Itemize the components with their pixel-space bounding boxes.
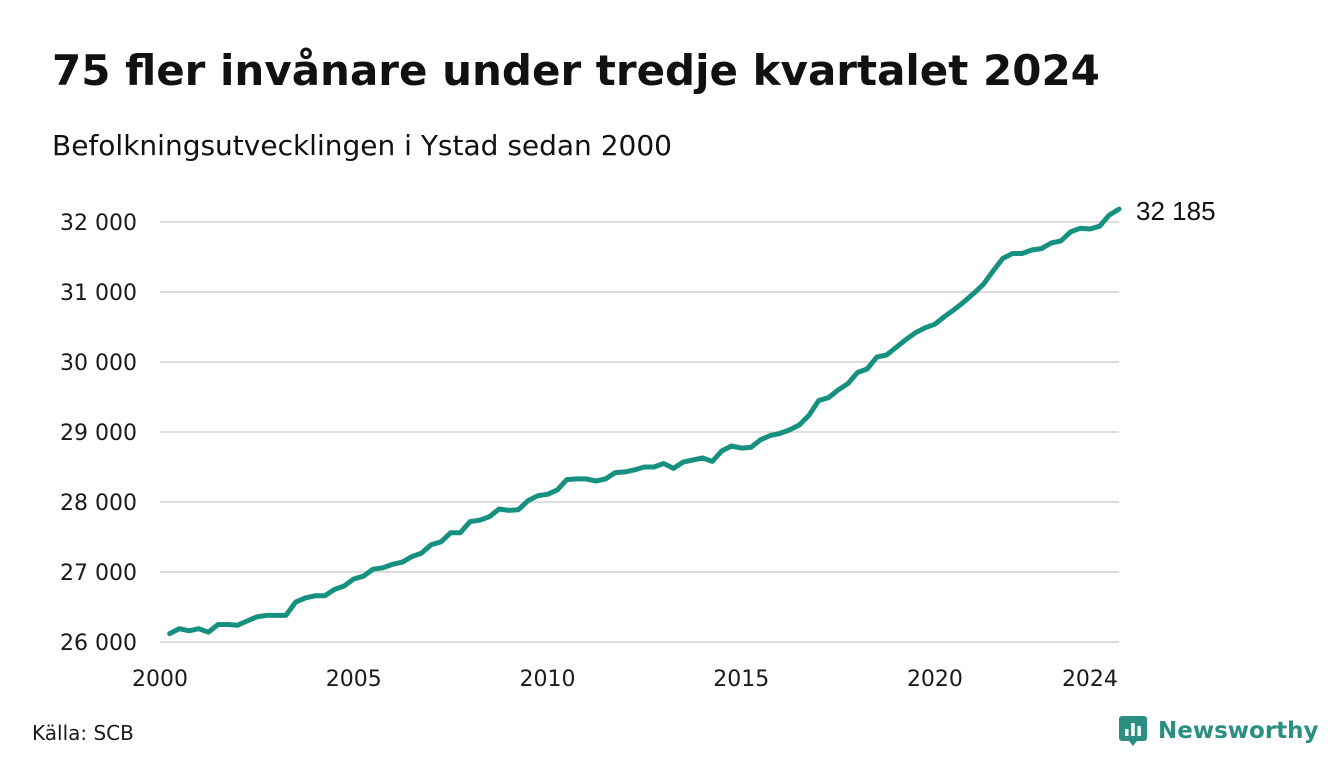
- newsworthy-logo-icon: [1119, 716, 1147, 746]
- x-tick-label: 2005: [326, 667, 382, 692]
- x-tick-label: 2010: [519, 667, 575, 692]
- y-tick-label: 30 000: [60, 351, 137, 376]
- y-axis-tick-labels: 26 000 27 000 28 000 29 000 30 000 31 000 32 0…: [60, 211, 137, 656]
- chart-subtitle: Befolkningsutvecklingen i Ystad sedan 20…: [52, 129, 672, 162]
- newsworthy-logo-text: Newsworthy: [1158, 718, 1319, 744]
- x-tick-label: 2015: [713, 667, 769, 692]
- y-tick-label: 26 000: [60, 631, 137, 656]
- last-value-label: 32 185: [1136, 196, 1216, 226]
- source-label: Källa: SCB: [32, 721, 134, 745]
- y-tick-label: 29 000: [60, 421, 137, 446]
- chart-title: 75 fler invånare under tredje kvartalet …: [52, 46, 1100, 95]
- x-tick-label: 2000: [132, 667, 188, 692]
- y-tick-label: 32 000: [60, 211, 137, 236]
- x-tick-label: 2020: [907, 667, 963, 692]
- gridlines: [160, 221, 1119, 643]
- x-axis-tick-labels: 2000 2005 2010 2015 2020 2024: [132, 667, 1118, 692]
- data-series: [167, 206, 1122, 637]
- x-tick-label: 2024: [1062, 667, 1118, 692]
- y-tick-label: 27 000: [60, 561, 137, 586]
- series-line-0: [167, 206, 1122, 637]
- newsworthy-logo: Newsworthy: [1118, 714, 1319, 748]
- y-tick-label: 28 000: [60, 491, 137, 516]
- y-tick-label: 31 000: [60, 281, 137, 306]
